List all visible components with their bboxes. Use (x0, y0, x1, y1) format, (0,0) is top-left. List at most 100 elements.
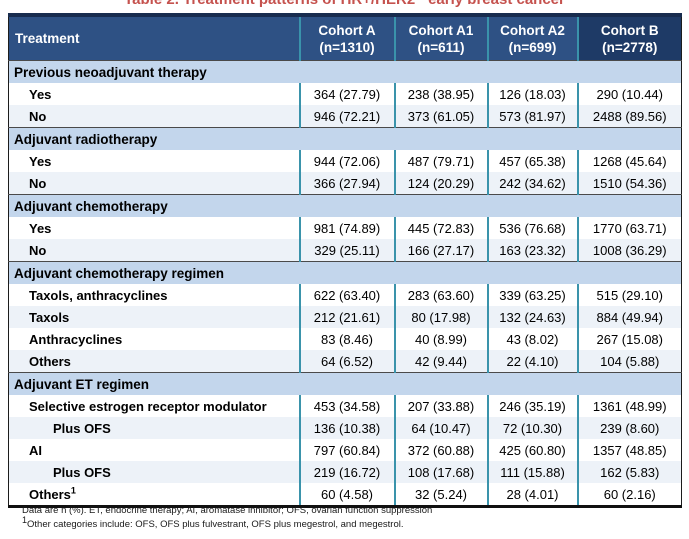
cell-value: 132 (24.63) (486, 306, 578, 328)
cell-value: 126 (18.03) (486, 83, 578, 105)
cohort-a-name: Cohort A (318, 22, 376, 38)
cell-value: 1268 (45.64) (576, 150, 682, 172)
cohort-a2-n: (n=699) (508, 39, 557, 55)
row-label: AI (8, 439, 300, 461)
table-row: Yes 944 (72.06) 487 (79.71) 457 (65.38) 1268… (8, 150, 682, 172)
cohort-a2-name: Cohort A2 (500, 22, 565, 38)
table-row: Anthracyclines 83 (8.46) 40 (8.99) 43 (8.02… (8, 328, 682, 350)
cell-value: 622 (63.40) (298, 284, 395, 306)
cell-value: 290 (10.44) (576, 83, 682, 105)
row-label: No (8, 105, 300, 128)
cell-value: 373 (61.05) (393, 105, 488, 128)
footnote-marker: 1 (22, 514, 28, 525)
row-label: Plus OFS (8, 461, 300, 483)
table-row: Yes 364 (27.79) 238 (38.95) 126 (18.03) 290 … (8, 83, 682, 105)
cell-value: 1008 (36.29) (576, 239, 682, 262)
cell-value: 238 (38.95) (393, 83, 488, 105)
row-label: Taxols, anthracyclines (8, 284, 300, 306)
cohort-b-n: (n=2778) (602, 39, 658, 55)
cell-value: 162 (5.83) (576, 461, 682, 483)
section-row: Adjuvant chemotherapy (8, 194, 682, 217)
cell-value: 1510 (54.36) (576, 172, 682, 195)
footnote: 1Other categories include: OFS, OFS plus… (22, 514, 404, 530)
table-row: Taxols, anthracyclines 622 (63.40) 283 (63… (8, 284, 682, 306)
cell-value: 80 (17.98) (393, 306, 488, 328)
table-row: No 946 (72.21) 373 (61.05) 573 (81.97) 2488 … (8, 105, 682, 128)
section-row: Adjuvant chemotherapy regimen (8, 261, 682, 284)
column-header-cohort-a1: Cohort A1 (n=611) (393, 15, 488, 61)
cell-value: 946 (72.21) (298, 105, 395, 128)
section-label: Previous neoadjuvant therapy (8, 60, 682, 83)
row-label: Plus OFS (8, 417, 300, 439)
section-row: Adjuvant ET regimen (8, 372, 682, 395)
cell-value: 453 (34.58) (298, 395, 395, 417)
row-label: Yes (8, 83, 300, 105)
cell-value: 884 (49.94) (576, 306, 682, 328)
footnote-marker: 1 (70, 485, 76, 496)
section-row: Previous neoadjuvant therapy (8, 60, 682, 83)
cell-value: 212 (21.61) (298, 306, 395, 328)
table-row: Others1 60 (4.58) 32 (5.24) 28 (4.01) 60 (2.… (8, 483, 682, 507)
section-label: Adjuvant ET regimen (8, 372, 682, 395)
cell-value: 457 (65.38) (486, 150, 578, 172)
row-label: Anthracyclines (8, 328, 300, 350)
table-row: Taxols 212 (21.61) 80 (17.98) 132 (24.63) 88… (8, 306, 682, 328)
cell-value: 239 (8.60) (576, 417, 682, 439)
cohort-a-n: (n=1310) (319, 39, 375, 55)
cell-value: 22 (4.10) (486, 350, 578, 373)
cell-value: 219 (16.72) (298, 461, 395, 483)
cell-value: 242 (34.62) (486, 172, 578, 195)
cell-value: 536 (76.68) (486, 217, 578, 239)
cell-value: 487 (79.71) (393, 150, 488, 172)
cell-value: 1770 (63.71) (576, 217, 682, 239)
cell-value: 60 (4.58) (298, 483, 395, 507)
treatment-table-container: Treatment Cohort A (n=1310) Cohort A1 (n… (8, 13, 682, 508)
column-header-cohort-a: Cohort A (n=1310) (298, 15, 395, 61)
cell-value: 124 (20.29) (393, 172, 488, 195)
cell-value: 372 (60.88) (393, 439, 488, 461)
section-label: Adjuvant radiotherapy (8, 127, 682, 150)
cell-value: 364 (27.79) (298, 83, 395, 105)
section-label: Adjuvant chemotherapy (8, 194, 682, 217)
cohort-a1-name: Cohort A1 (408, 22, 474, 38)
table-row: No 366 (27.94) 124 (20.29) 242 (34.62) 1510 … (8, 172, 682, 195)
row-label: No (8, 172, 300, 195)
cohort-b-name: Cohort B (600, 22, 659, 38)
cell-value: 72 (10.30) (486, 417, 578, 439)
table-row: Plus OFS 219 (16.72) 108 (17.68) 111 (15.88… (8, 461, 682, 483)
cell-value: 2488 (89.56) (576, 105, 682, 128)
column-header-treatment: Treatment (8, 15, 300, 61)
cell-value: 42 (9.44) (393, 350, 488, 373)
cell-value: 425 (60.80) (486, 439, 578, 461)
cell-value: 166 (27.17) (393, 239, 488, 262)
row-label: Yes (8, 217, 300, 239)
table-title: Table 2. Treatment patterns of HR+/HER2−… (124, 0, 565, 8)
cell-value: 136 (10.38) (298, 417, 395, 439)
table-row: Yes 981 (74.89) 445 (72.83) 536 (76.68) 1770… (8, 217, 682, 239)
row-label: Taxols (8, 306, 300, 328)
cohort-a1-n: (n=611) (417, 39, 465, 55)
cell-value: 283 (63.60) (393, 284, 488, 306)
cell-value: 28 (4.01) (486, 483, 578, 507)
cell-value: 797 (60.84) (298, 439, 395, 461)
cell-value: 163 (23.32) (486, 239, 578, 262)
cell-value: 64 (6.52) (298, 350, 395, 373)
cell-value: 83 (8.46) (298, 328, 395, 350)
cell-value: 32 (5.24) (393, 483, 488, 507)
cell-value: 339 (63.25) (486, 284, 578, 306)
cell-value: 40 (8.99) (393, 328, 488, 350)
footnote: Data are n (%). ET, endocrine therapy; A… (22, 505, 433, 516)
cell-value: 329 (25.11) (298, 239, 395, 262)
cell-value: 944 (72.06) (298, 150, 395, 172)
footnotes: Data are n (%). ET, endocrine therapy; A… (22, 504, 681, 531)
cell-value: 1361 (48.99) (576, 395, 682, 417)
cell-value: 267 (15.08) (576, 328, 682, 350)
header-row: Treatment Cohort A (n=1310) Cohort A1 (n… (8, 15, 682, 61)
cell-value: 64 (10.47) (393, 417, 488, 439)
row-label: Others (8, 350, 300, 373)
cell-value: 981 (74.89) (298, 217, 395, 239)
cell-value: 445 (72.83) (393, 217, 488, 239)
table-row: Plus OFS 136 (10.38) 64 (10.47) 72 (10.30) 2… (8, 417, 682, 439)
table-body: Previous neoadjuvant therapy Yes 364 (27.7… (8, 60, 682, 507)
cell-value: 366 (27.94) (298, 172, 395, 195)
